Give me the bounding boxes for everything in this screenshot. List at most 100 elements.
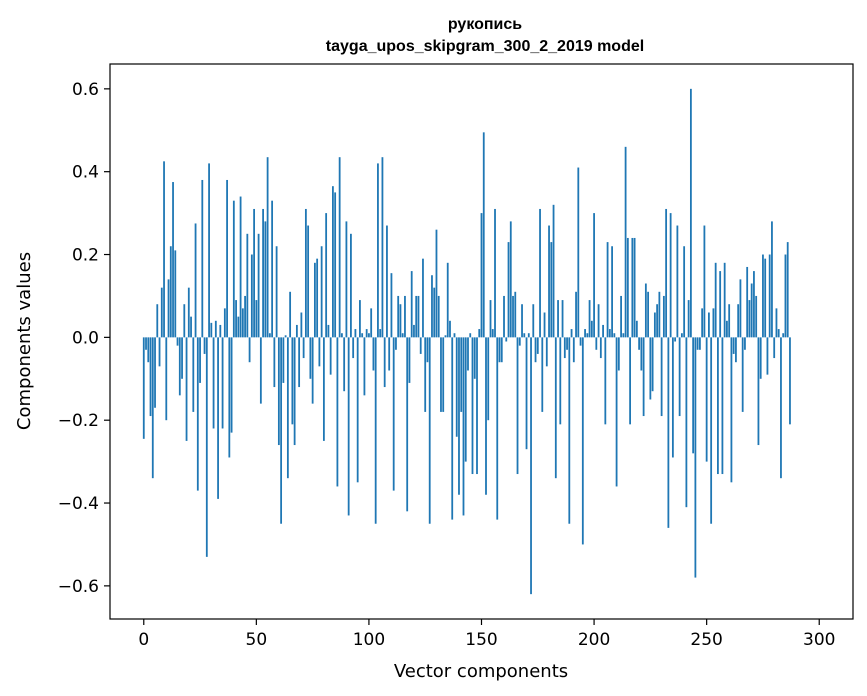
bar-201 — [595, 337, 598, 350]
bar-14 — [174, 250, 177, 338]
bar-90 — [345, 221, 348, 338]
bar-48 — [250, 254, 253, 338]
bar-247 — [699, 337, 701, 350]
bar-257 — [721, 337, 724, 475]
bar-209 — [613, 333, 616, 338]
bar-286 — [786, 242, 789, 338]
bar-4 — [151, 337, 154, 479]
bar-117 — [406, 337, 409, 512]
y-axis-ticks: 0.6 0.4 0.2 0.0 −0.2 −0.4 −0.6 — [58, 80, 110, 597]
bar-207 — [608, 329, 611, 338]
bar-250 — [705, 337, 708, 462]
bar-55 — [266, 157, 269, 338]
bar-265 — [739, 279, 742, 338]
bar-51 — [257, 233, 260, 338]
bar-271 — [753, 271, 755, 338]
bar-137 — [451, 337, 454, 520]
bar-2 — [147, 337, 150, 363]
bar-253 — [712, 308, 715, 338]
bar-89 — [343, 337, 346, 392]
bar-130 — [435, 229, 438, 338]
bar-143 — [464, 337, 467, 462]
bar-254 — [714, 262, 717, 338]
bar-129 — [433, 287, 436, 338]
bar-249 — [703, 225, 706, 338]
bar-278 — [768, 254, 771, 338]
bar-93 — [352, 337, 355, 359]
bar-32 — [214, 320, 217, 338]
bar-23 — [194, 223, 197, 338]
bar-41 — [235, 300, 237, 338]
bar-65 — [289, 291, 292, 338]
bar-196 — [584, 329, 586, 338]
bar-287 — [789, 337, 791, 425]
bar-258 — [723, 262, 726, 338]
bar-135 — [446, 262, 449, 338]
bar-159 — [500, 337, 503, 363]
bar-225 — [649, 337, 652, 400]
bar-112 — [395, 337, 397, 350]
bar-185 — [559, 337, 562, 425]
bar-237 — [676, 225, 679, 338]
bar-241 — [685, 337, 688, 508]
bar-266 — [741, 337, 744, 412]
bar-124 — [422, 258, 424, 338]
bar-187 — [563, 337, 566, 359]
bar-86 — [336, 337, 339, 487]
bar-95 — [356, 337, 359, 483]
bar-134 — [444, 335, 447, 338]
bar-172 — [530, 337, 532, 595]
bar-19 — [185, 337, 188, 441]
bar-74 — [309, 337, 312, 379]
x-axis-label: Vector components — [394, 661, 568, 682]
bar-3 — [149, 337, 152, 417]
bar-50 — [255, 300, 258, 338]
y-tick-label: −0.6 — [58, 577, 99, 597]
bar-198 — [588, 300, 591, 338]
bar-171 — [527, 333, 530, 338]
bar-125 — [424, 337, 427, 412]
bar-160 — [503, 295, 505, 338]
bar-246 — [696, 337, 699, 350]
bar-233 — [667, 337, 670, 528]
bar-47 — [248, 337, 251, 363]
bar-259 — [726, 320, 728, 338]
bar-264 — [737, 304, 740, 338]
bar-12 — [169, 246, 172, 338]
bar-166 — [516, 337, 519, 475]
bar-29 — [208, 163, 210, 338]
bar-6 — [156, 304, 159, 338]
bar-229 — [658, 291, 661, 338]
bar-232 — [665, 208, 668, 338]
bar-157 — [496, 337, 499, 520]
bar-106 — [381, 157, 384, 338]
bar-126 — [426, 337, 429, 363]
bar-194 — [579, 337, 582, 346]
y-tick-label: −0.2 — [58, 411, 99, 431]
bar-226 — [651, 337, 654, 392]
bar-63 — [284, 335, 287, 338]
bar-144 — [467, 337, 469, 371]
bar-68 — [295, 324, 298, 338]
bar-58 — [273, 337, 276, 388]
bar-153 — [487, 337, 490, 421]
chart-subtitle: tayga_upos_skipgram_300_2_2019 model — [326, 38, 644, 55]
bar-121 — [415, 295, 418, 338]
bar-104 — [377, 163, 379, 338]
bar-7 — [158, 337, 161, 367]
bar-18 — [183, 304, 186, 338]
bar-99 — [365, 329, 368, 338]
bar-221 — [640, 337, 643, 371]
bar-28 — [205, 337, 208, 557]
bar-183 — [554, 337, 557, 479]
bar-24 — [196, 337, 199, 491]
bar-255 — [717, 337, 719, 475]
bar-285 — [784, 254, 787, 338]
bar-37 — [226, 179, 228, 338]
bar-230 — [660, 337, 663, 417]
bar-8 — [160, 287, 163, 338]
bar-96 — [359, 300, 361, 338]
bar-218 — [633, 237, 636, 338]
bar-146 — [471, 337, 474, 475]
bar-102 — [372, 337, 375, 371]
